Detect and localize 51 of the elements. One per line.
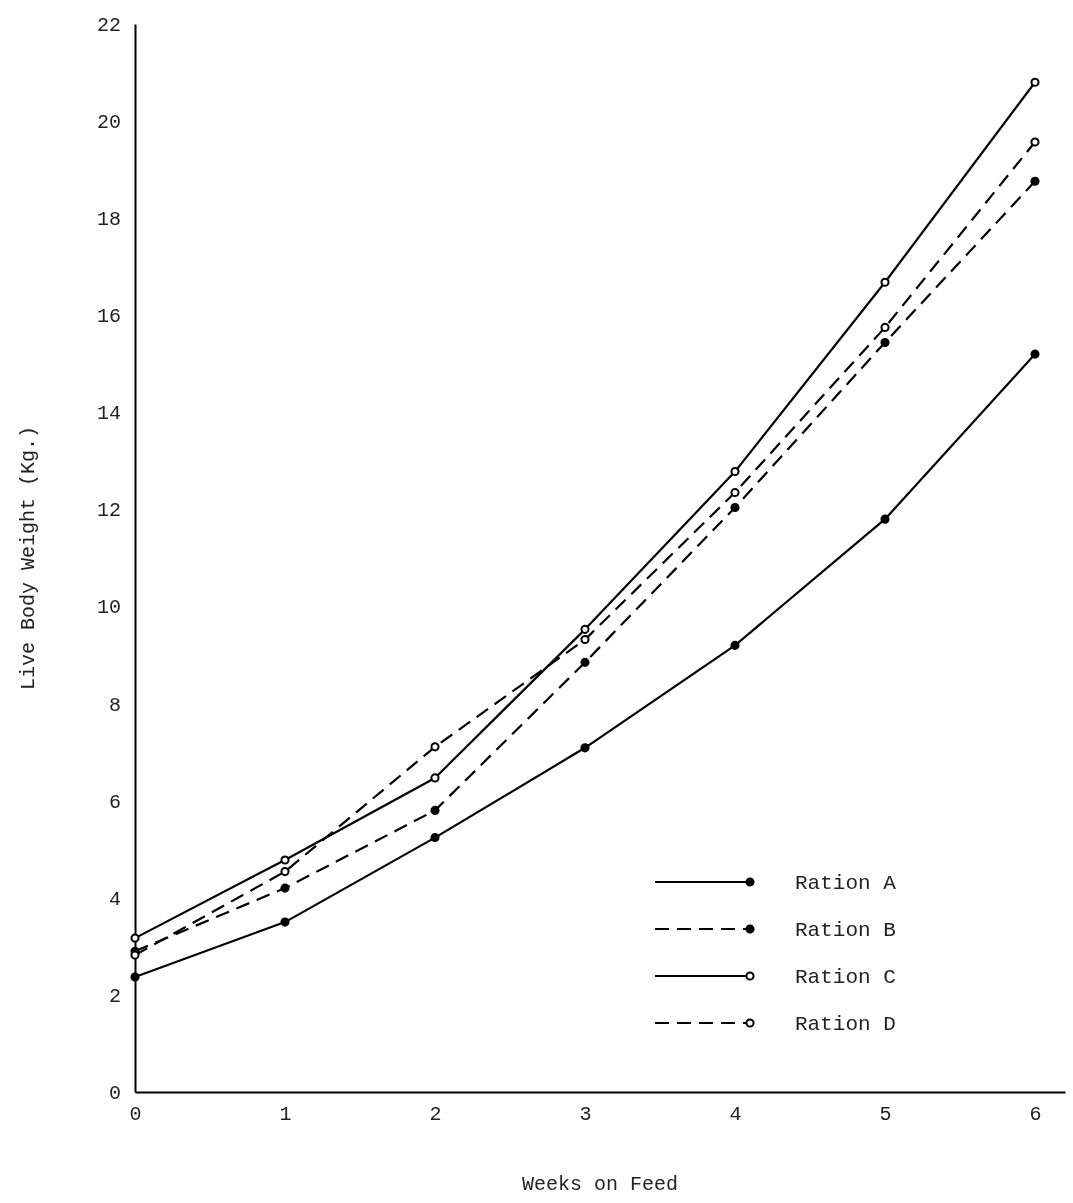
legend-label: Ration A bbox=[795, 872, 897, 895]
y-tick-label: 6 bbox=[108, 790, 121, 814]
point bbox=[1030, 349, 1040, 359]
x-tick-label: 3 bbox=[579, 1103, 592, 1127]
y-tick-label: 20 bbox=[96, 110, 121, 134]
point bbox=[1030, 77, 1040, 87]
point bbox=[280, 917, 290, 927]
point bbox=[280, 883, 290, 893]
point bbox=[1030, 176, 1040, 186]
y-tick-label: 12 bbox=[96, 499, 121, 523]
y-tick-label: 22 bbox=[96, 13, 121, 37]
point bbox=[580, 624, 590, 634]
x-tick-label: 4 bbox=[729, 1103, 742, 1127]
point bbox=[1030, 137, 1040, 147]
point bbox=[580, 635, 590, 645]
y-tick-label: 2 bbox=[108, 984, 121, 1008]
y-tick-label: 8 bbox=[108, 693, 121, 717]
point bbox=[130, 933, 140, 943]
y-tick-label: 16 bbox=[96, 305, 121, 329]
legend-label: Ration B bbox=[795, 919, 896, 942]
y-axis-title: Live Body Weight (Kg.) bbox=[17, 425, 40, 691]
y-tick-label: 14 bbox=[96, 402, 121, 426]
point bbox=[730, 502, 740, 513]
point bbox=[580, 743, 590, 753]
point bbox=[730, 487, 740, 498]
y-tick-label: 18 bbox=[96, 208, 121, 232]
legend-label: Ration C bbox=[795, 966, 896, 989]
y-tick-label: 0 bbox=[108, 1081, 121, 1105]
point bbox=[730, 467, 740, 477]
x-tick-label: 2 bbox=[429, 1103, 442, 1127]
point bbox=[280, 867, 290, 877]
x-axis-title: Weeks on Feed bbox=[521, 1173, 679, 1196]
x-tick-label: 6 bbox=[1029, 1103, 1042, 1127]
point bbox=[430, 742, 440, 752]
x-tick-label: 1 bbox=[279, 1103, 292, 1127]
point bbox=[880, 514, 890, 524]
point bbox=[580, 657, 590, 667]
point bbox=[280, 855, 290, 865]
point bbox=[130, 972, 140, 982]
point bbox=[730, 640, 740, 650]
point bbox=[430, 805, 440, 815]
point bbox=[430, 773, 440, 783]
y-tick-label: 4 bbox=[108, 887, 121, 911]
x-tick-label: 5 bbox=[879, 1103, 892, 1127]
legend-label: Ration D bbox=[795, 1013, 896, 1036]
x-tick-label: 0 bbox=[129, 1103, 142, 1127]
point bbox=[880, 277, 890, 287]
point bbox=[880, 322, 890, 332]
y-tick-label: 10 bbox=[96, 596, 121, 620]
point bbox=[430, 833, 440, 843]
point bbox=[880, 337, 890, 348]
